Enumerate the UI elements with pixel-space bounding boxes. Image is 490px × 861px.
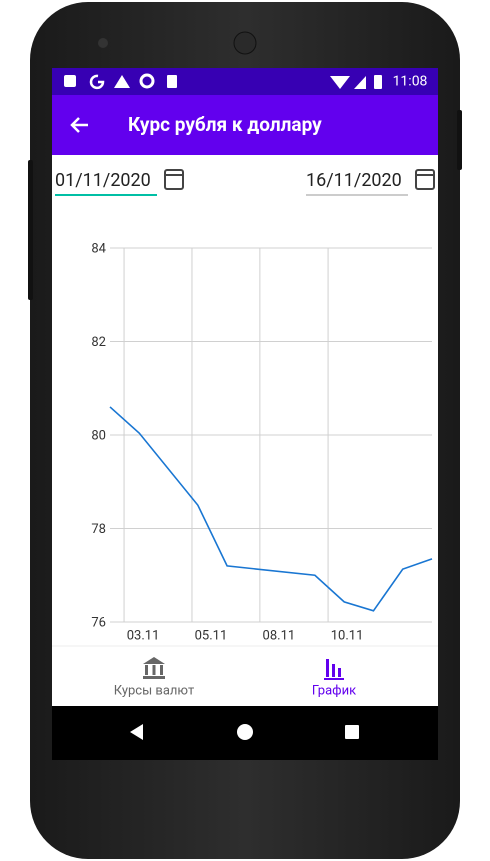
home-key[interactable] <box>237 724 253 740</box>
status-icon <box>64 75 76 87</box>
x-tick-label: 03.11 <box>127 628 160 643</box>
signal-icon <box>354 76 366 89</box>
status-icon <box>167 75 177 88</box>
app-title: Курс рубля к доллару <box>128 113 322 136</box>
speaker <box>233 31 257 55</box>
back-button[interactable] <box>70 117 88 133</box>
calendar-icon[interactable] <box>164 169 184 190</box>
chart-icon[interactable] <box>324 659 344 680</box>
side-button <box>457 110 462 170</box>
app-bar <box>52 95 438 155</box>
date-from[interactable]: 01/11/2020 <box>55 170 151 191</box>
side-button <box>28 160 33 300</box>
calendar-icon[interactable] <box>415 169 435 190</box>
status-icon <box>114 75 130 88</box>
y-tick-label: 78 <box>91 522 106 537</box>
battery-icon <box>374 75 382 89</box>
back-key[interactable] <box>130 724 143 740</box>
status-time: 11:08 <box>393 74 428 90</box>
y-tick-label: 82 <box>91 335 106 350</box>
nav-label[interactable]: Курсы валют <box>114 683 195 698</box>
data-line <box>109 406 433 612</box>
date-to[interactable]: 16/11/2020 <box>306 170 402 191</box>
y-tick-label: 80 <box>91 428 106 443</box>
recents-key[interactable] <box>345 725 359 739</box>
x-tick-label: 08.11 <box>263 628 296 643</box>
status-icon <box>89 74 105 90</box>
x-tick-label: 10.11 <box>331 628 364 643</box>
screen <box>52 68 438 708</box>
bank-icon[interactable] <box>143 657 165 679</box>
wifi-icon <box>330 76 350 89</box>
x-tick-label: 05.11 <box>195 628 228 643</box>
status-icon <box>139 73 155 89</box>
camera <box>98 38 108 48</box>
status-bar <box>52 68 438 95</box>
bottom-nav <box>52 646 438 706</box>
chart: 84 82 80 78 76 03.11 05.11 08.11 10.11 <box>91 241 433 643</box>
y-tick-label: 76 <box>91 615 106 630</box>
nav-label[interactable]: График <box>312 683 356 698</box>
y-tick-label: 84 <box>91 241 106 256</box>
